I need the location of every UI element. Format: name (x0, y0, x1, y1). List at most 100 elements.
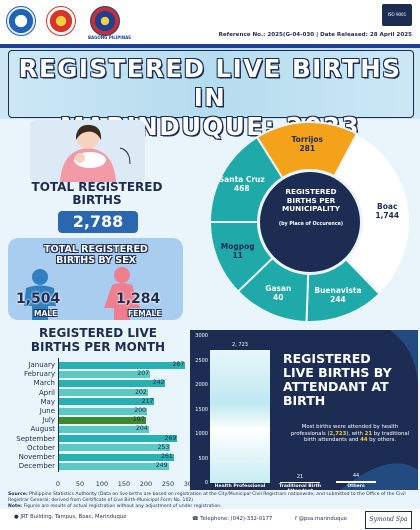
donut-label-name: Santa Cruz (218, 175, 265, 185)
month-value-label: 242 (152, 379, 165, 387)
monthly-title-line-1: REGISTERED LIVE (39, 326, 157, 340)
attendant-axis-tick: 3000 (195, 333, 208, 339)
month-value-label: 249 (155, 462, 168, 470)
phone-text: Telephone: (042)-332-0177 (200, 516, 273, 522)
attendant-axis-tick: 1000 (195, 431, 208, 437)
title-band (0, 44, 420, 119)
note-part: ), with (346, 430, 365, 437)
attendant-value-label: 44 (352, 472, 360, 479)
month-value-label: 197 (132, 416, 145, 424)
attendant-axis-tick: 2000 (195, 382, 208, 388)
month-bar (59, 398, 155, 406)
iso-certification-icon: ISO 9001 (382, 4, 412, 26)
source-text: Philippine Statistics Authority (Data on… (8, 492, 406, 503)
month-label: December (18, 462, 55, 471)
month-axis-tick: 300 (183, 480, 197, 488)
regional-seal-icon (46, 6, 76, 36)
psa-logo-icon (6, 6, 36, 36)
month-bar (59, 435, 178, 443)
header: BAGONG PILIPINAS ISO 9001 Reference No.:… (0, 0, 420, 44)
month-bar (59, 407, 147, 415)
facebook-text: @psa.marinduque (298, 516, 348, 522)
donut-slice-boac (333, 132, 411, 296)
donut-slice-santa-cruz (208, 135, 284, 223)
donut-label-boac: Boac 1,744 (357, 202, 417, 220)
donut-label-value: 40 (273, 293, 284, 303)
total-births-label-line-2: BIRTHS (72, 193, 122, 207)
donut-label-name: Gasan (265, 284, 292, 294)
month-bar (59, 416, 146, 424)
note-text: Figures are results of actual registrati… (22, 503, 222, 509)
reference-number: Reference No.: 2025(G-04-030 | Date Rele… (218, 32, 412, 38)
month-axis-tick: 0 (55, 480, 61, 488)
donut-label-value: 281 (299, 144, 316, 154)
donut-center-subtitle: (by Place of Occurence) (278, 222, 344, 227)
month-label: September (16, 434, 55, 443)
mother-and-baby-illustration (30, 120, 145, 182)
note-part: Most births were attended by health prof… (290, 424, 399, 437)
note-label: Note: (8, 503, 23, 509)
month-label: August (30, 425, 56, 434)
births-by-sex-label-line-1: TOTAL REGISTERED (44, 244, 148, 255)
month-axis-tick: 250 (161, 480, 175, 488)
facebook-icon: f (295, 516, 299, 522)
donut-label-value: 11 (232, 251, 243, 261)
donut-label-mogpog: Mogpog 11 (208, 242, 268, 260)
municipality-donut-chart (200, 120, 418, 325)
note-highlight-health: 2,723 (329, 430, 347, 437)
month-label: October (26, 443, 55, 452)
footer (0, 509, 420, 530)
donut-center-hole (260, 172, 360, 272)
monthly-title-line-2: BIRTHS PER MONTH (30, 340, 166, 354)
month-axis-tick: 150 (117, 480, 131, 488)
attendant-value-label: 21 (296, 473, 304, 480)
footer-phone: ☎ Telephone: (042)-332-0177 (192, 516, 272, 522)
month-value-label: 253 (157, 443, 170, 451)
donut-label-value: 468 (233, 184, 250, 194)
donut-label-santa-cruz: Santa Cruz 468 (212, 175, 272, 193)
month-value-label: 202 (135, 388, 147, 396)
donut-center-line-2: BIRTHS PER (286, 195, 336, 205)
month-bar (59, 370, 151, 378)
month-label: March (33, 379, 55, 388)
source-label: Source: (8, 492, 28, 497)
bagong-pilipinas-logo-icon (90, 6, 120, 36)
month-chart-axis (58, 358, 59, 473)
month-axis-tick: 200 (139, 480, 153, 488)
attendant-axis-tick: 0 (204, 480, 208, 486)
donut-label-value: 1,744 (375, 211, 400, 221)
attendant-title-line-3: ATTENDANT AT (283, 379, 389, 394)
title-frame (8, 50, 414, 118)
source-note: Source: Philippine Statistics Authority … (8, 492, 412, 509)
donut-label-name: Mogpog (220, 242, 255, 252)
location-icon: ● (14, 514, 21, 520)
births-by-sex-label: TOTAL REGISTERED BIRTHS BY SEX (12, 244, 180, 266)
title-line-1: REGISTERED LIVE BIRTHS IN (18, 54, 402, 112)
note-highlight-traditional: 21 (364, 430, 373, 437)
attendant-value-label: 2, 723 (232, 341, 248, 348)
donut-label-buenavista: Buenavista 244 (308, 286, 368, 304)
female-label: FEMALE (128, 309, 162, 318)
note-highlight-others: 44 (360, 437, 368, 443)
signature-box: Symond Spa (365, 511, 412, 529)
attendant-bar (280, 481, 320, 483)
footer-facebook[interactable]: f @psa.marinduque (295, 516, 347, 522)
donut-label-name: Buenavista (314, 285, 362, 295)
note-part: by others. (367, 437, 397, 443)
month-value-label: 217 (141, 397, 154, 405)
month-bar (59, 361, 186, 369)
month-value-label: 261 (161, 453, 173, 460)
attendant-title-line-4: BIRTH (283, 393, 326, 408)
attendant-title-line-2: LIVE BIRTHS BY (283, 365, 392, 380)
month-value-label: 207 (137, 370, 150, 378)
month-bar (59, 379, 166, 387)
month-label: July (42, 416, 55, 425)
attendant-category-label: Others (347, 484, 365, 489)
month-value-label: 287 (172, 361, 185, 368)
donut-center-line-1: REGISTERED (285, 187, 337, 196)
month-axis-tick: 100 (95, 480, 109, 488)
month-label: May (40, 397, 55, 406)
phone-icon: ☎ (192, 516, 201, 522)
donut-label-name: Torrijos (291, 135, 323, 145)
attendant-bar (210, 349, 270, 483)
